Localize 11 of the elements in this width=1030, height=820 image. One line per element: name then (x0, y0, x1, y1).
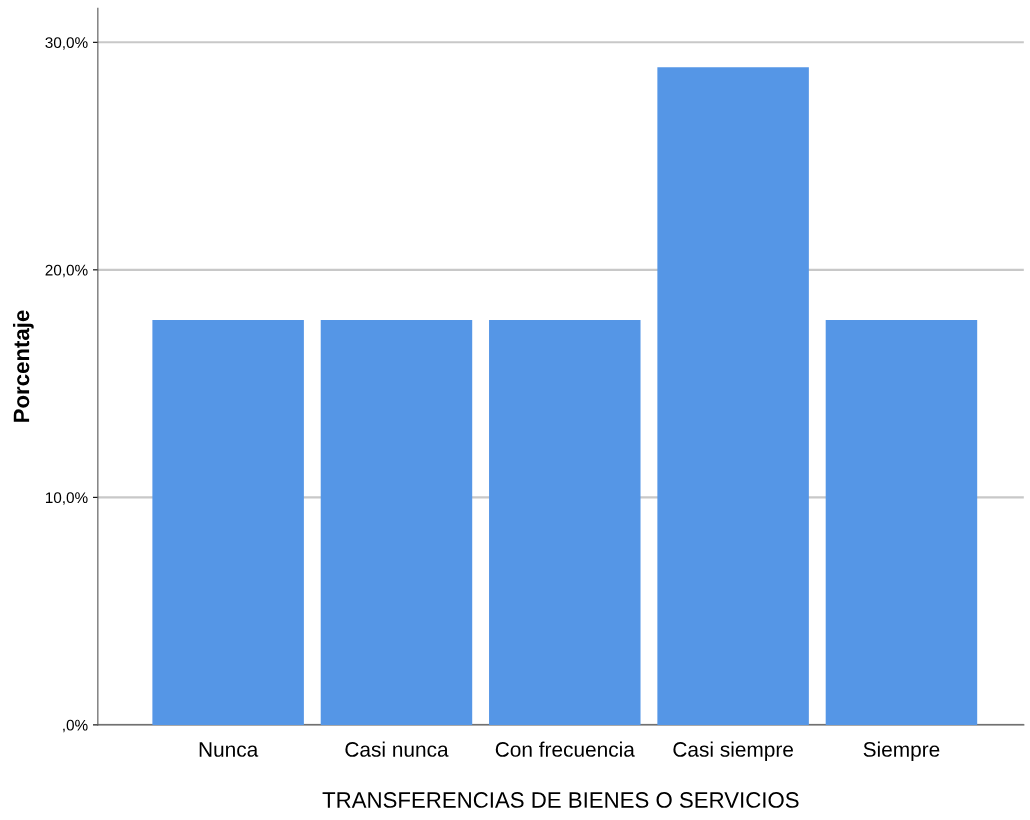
x-tick-label: Siempre (863, 741, 940, 761)
y-tick-label: 30,0% (45, 37, 88, 50)
y-tick-label: 10,0% (45, 492, 88, 505)
x-axis-title: TRANSFERENCIAS DE BIENES O SERVICIOS (322, 792, 799, 808)
x-tick-label: Con frecuencia (495, 741, 635, 757)
y-tick-label: 20,0% (45, 264, 88, 278)
y-tick-label: ,0% (63, 719, 88, 733)
x-tick-label: Casi nunca (345, 741, 449, 757)
y-axis-title: Porcentaje (12, 310, 34, 422)
x-tick-label: Nunca (199, 742, 259, 757)
x-tick-label: Casi siempre (673, 741, 793, 761)
